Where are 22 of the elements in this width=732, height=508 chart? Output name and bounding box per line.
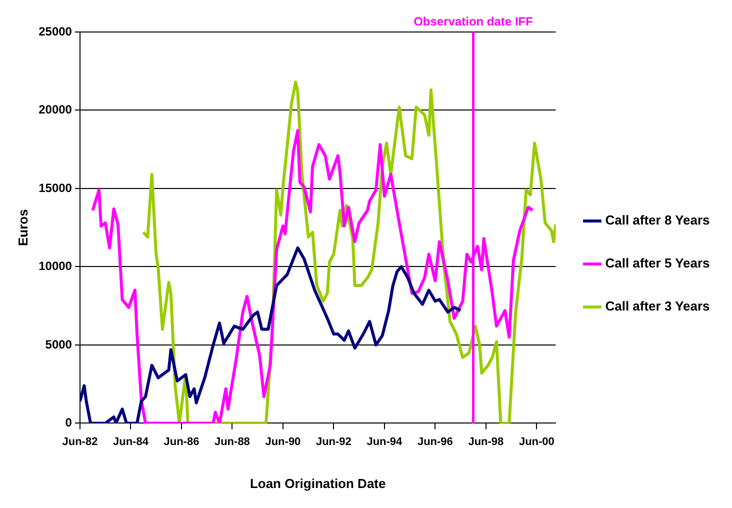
x-tick-label: Jun-92: [316, 436, 352, 448]
x-tick-label: Jun-90: [265, 436, 301, 448]
x-tick-label: Jun-98: [468, 436, 504, 448]
y-tick-label: 15000: [38, 180, 72, 195]
x-tick-label: Jun-84: [112, 436, 150, 448]
x-tick-label: Jun-86: [164, 436, 200, 448]
x-tick-label: Jun-96: [417, 436, 453, 448]
y-tick-label: 10000: [38, 259, 72, 274]
y-axis-title: Euros: [15, 209, 30, 246]
legend-label: Call after 8 Years: [605, 212, 710, 228]
x-tick-label: Jun-94: [366, 436, 404, 448]
legend-label: Call after 3 Years: [605, 298, 710, 314]
y-tick-label: 0: [65, 416, 72, 430]
ref-line-label: Observation date IFF: [414, 14, 533, 28]
legend-label: Call after 5 Years: [605, 256, 710, 271]
x-tick-label: Jun-00: [518, 436, 554, 448]
x-tick-label: Jun-88: [214, 436, 250, 448]
y-tick-label: 25000: [38, 24, 72, 38]
x-axis-title: Loan Origination Date: [250, 476, 386, 491]
y-tick-label: 5000: [45, 337, 72, 352]
y-tick-label: 20000: [38, 102, 72, 117]
x-tick-label: Jun-82: [62, 436, 98, 448]
